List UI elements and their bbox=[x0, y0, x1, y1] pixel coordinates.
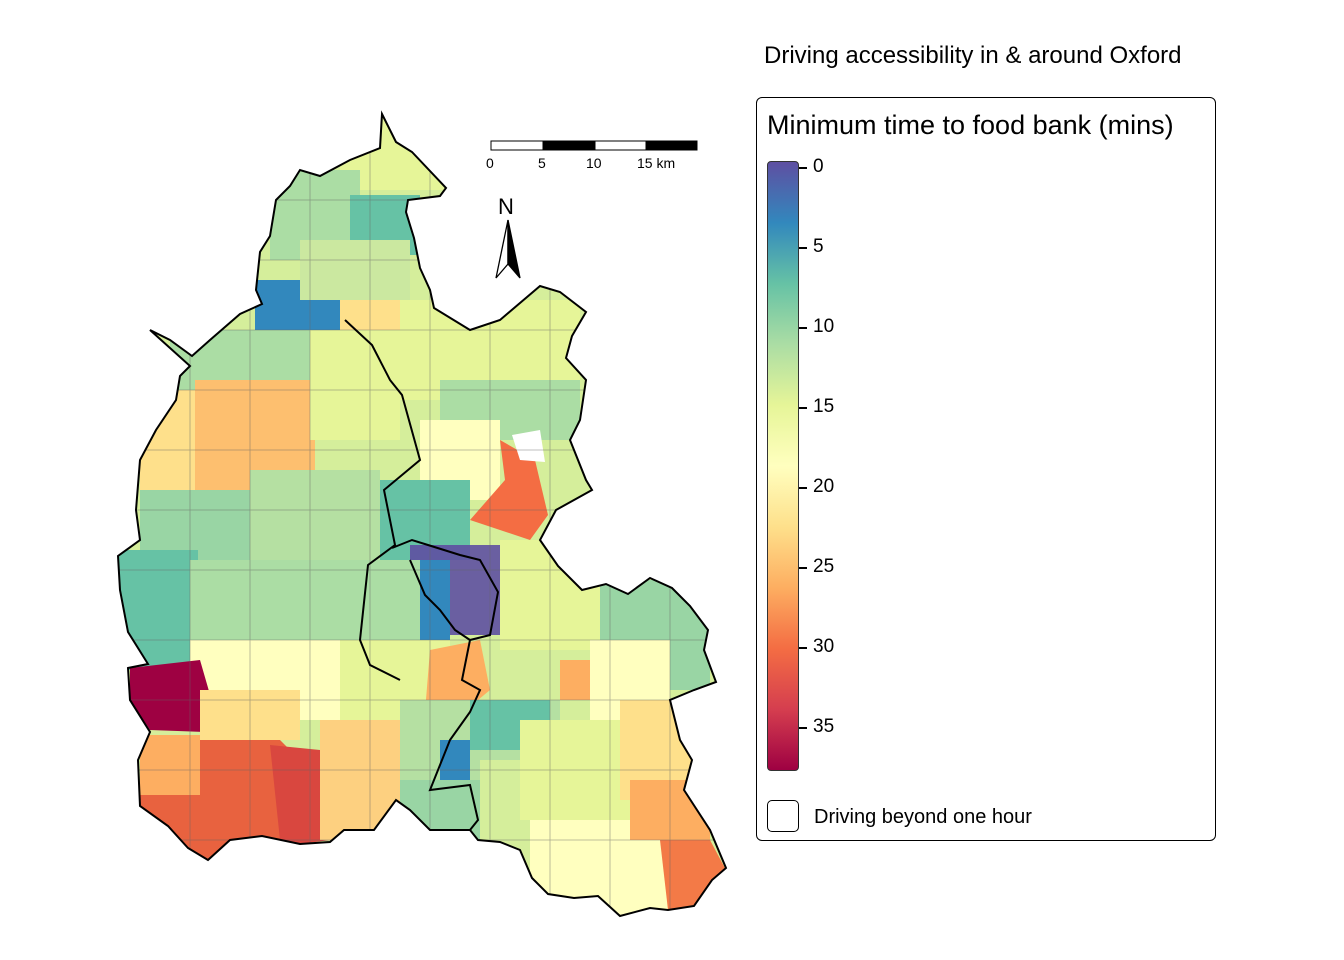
colorbar-tick-label: 20 bbox=[813, 476, 835, 498]
scale-label-0: 0 bbox=[486, 155, 494, 171]
colorbar-tick-label: 5 bbox=[813, 236, 824, 258]
colorbar-tick bbox=[799, 247, 807, 249]
colorbar-tick bbox=[799, 567, 807, 569]
legend: Minimum time to food bank (mins) 0 5 10 15 2… bbox=[756, 97, 1216, 841]
colorbar-tick-label: 25 bbox=[813, 556, 835, 578]
colorbar-tick-label: 0 bbox=[813, 156, 824, 177]
colorbar-tick-label: 30 bbox=[813, 636, 835, 658]
north-label: N bbox=[498, 194, 514, 219]
colorbar-tick bbox=[799, 407, 807, 409]
colorbar-tick bbox=[799, 327, 807, 329]
map-title: Driving accessibility in & around Oxford bbox=[764, 42, 1182, 69]
na-swatch bbox=[767, 800, 799, 832]
colorbar-tick bbox=[799, 167, 807, 169]
scale-label-15km: 15 km bbox=[637, 155, 675, 171]
na-label: Driving beyond one hour bbox=[814, 806, 1032, 828]
legend-title: Minimum time to food bank (mins) bbox=[767, 110, 1174, 140]
scale-bar: 0 5 10 15 km bbox=[486, 140, 698, 171]
colorbar-tick-label: 15 bbox=[813, 396, 835, 418]
colorbar-tick bbox=[799, 487, 807, 489]
north-arrow-icon: N bbox=[495, 194, 521, 279]
colorbar-tick bbox=[799, 647, 807, 649]
scale-label-5: 5 bbox=[538, 155, 546, 171]
colorbar-tick bbox=[799, 727, 807, 729]
colorbar-tick-label: 35 bbox=[813, 716, 835, 738]
scale-label-10: 10 bbox=[586, 155, 602, 171]
colorbar bbox=[767, 161, 799, 771]
colorbar-tick-label: 10 bbox=[813, 316, 835, 338]
